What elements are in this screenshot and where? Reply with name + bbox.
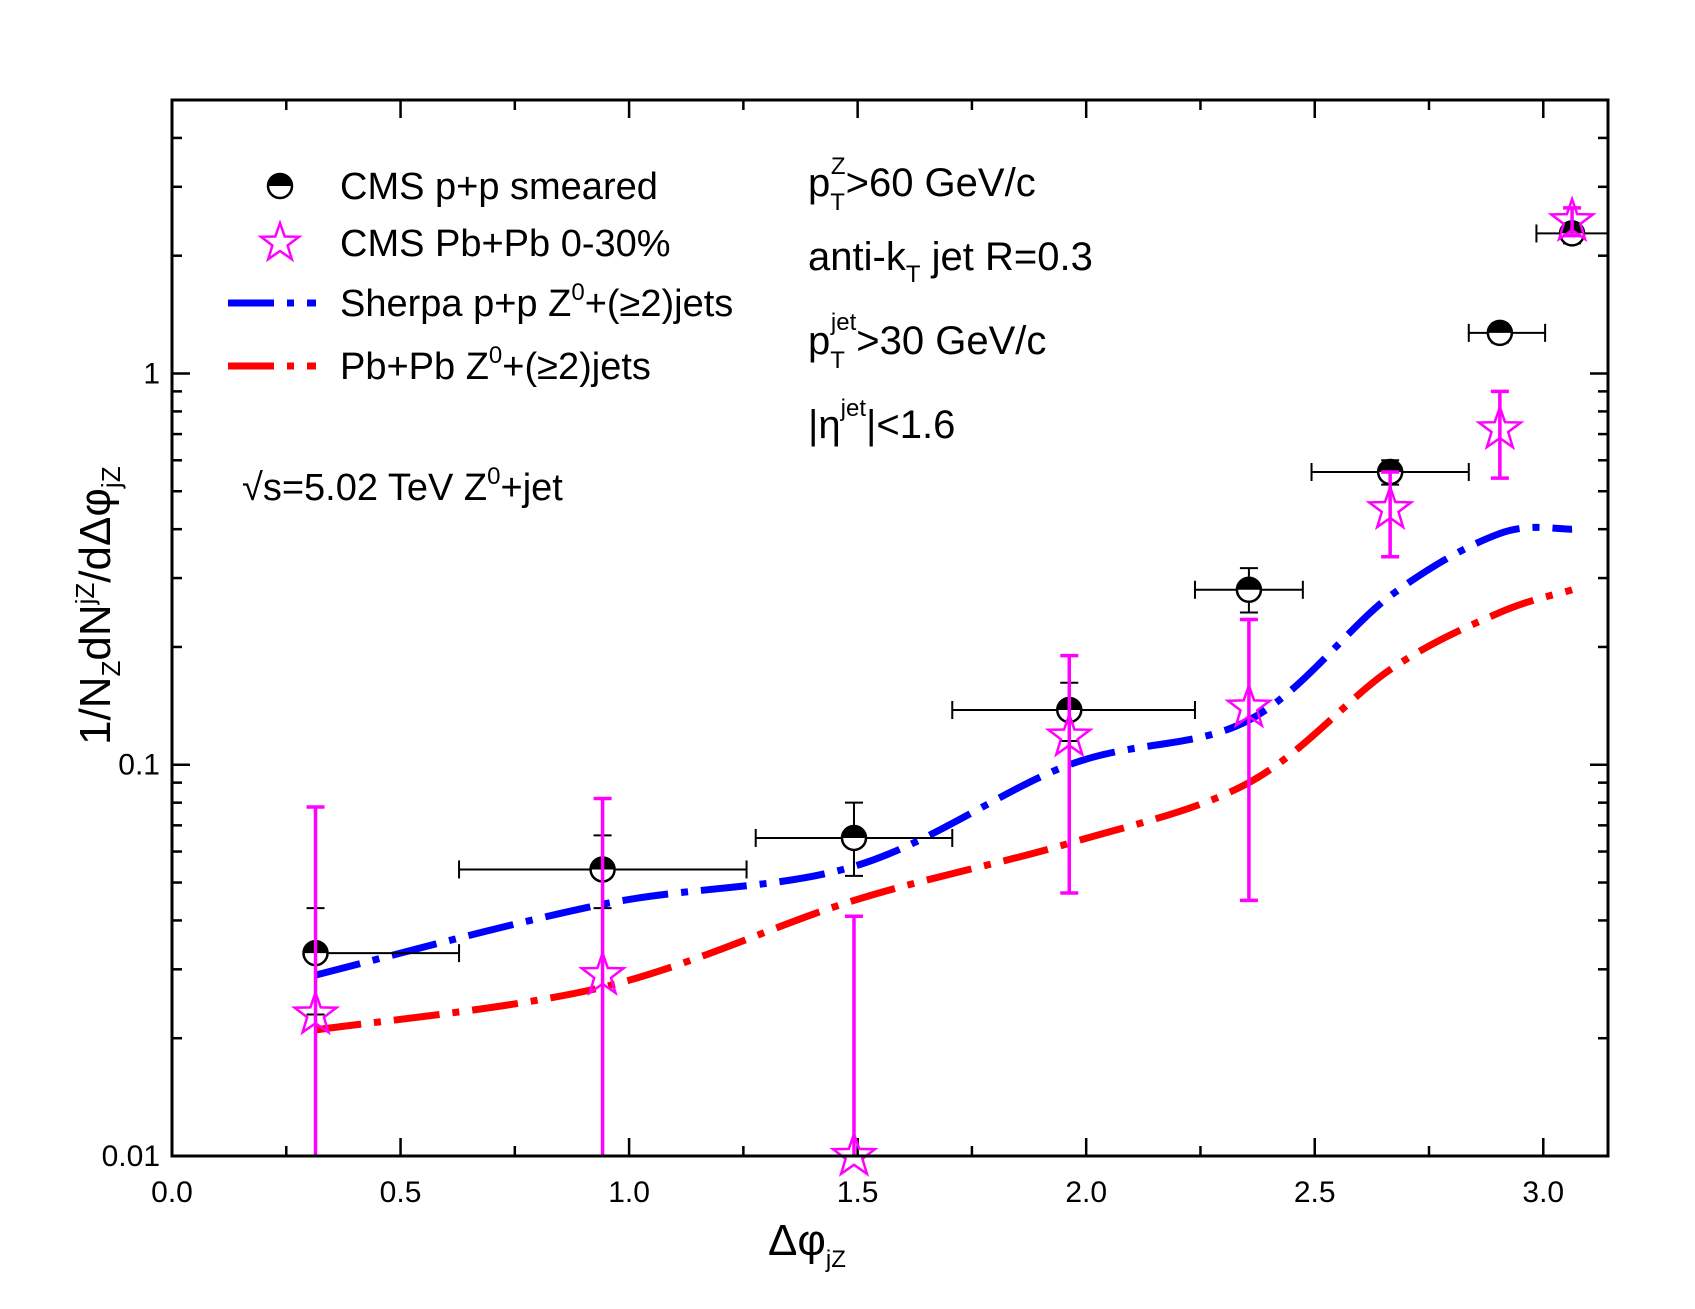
marker-pbpb	[1547, 195, 1597, 243]
y-tick-label: 0.1	[118, 749, 160, 782]
legend: CMS p+p smeared CMS Pb+Pb 0-30% Sherpa p…	[228, 166, 733, 388]
x-tick-label: 2.5	[1294, 1176, 1336, 1209]
plot-frame	[170, 98, 1610, 1158]
data-point	[829, 914, 879, 1177]
data-point	[754, 801, 954, 877]
data-point	[1547, 195, 1597, 243]
data-point	[951, 681, 1196, 742]
series-points	[290, 195, 1610, 1177]
x-tick-label: 0.0	[151, 1176, 193, 1209]
x-tick-label: 2.0	[1065, 1176, 1107, 1209]
marker-pbpb	[1044, 710, 1094, 758]
series-lines	[314, 523, 1574, 1034]
data-point	[1044, 653, 1094, 895]
x-tick-label: 0.5	[380, 1176, 422, 1209]
series-line-3	[315, 586, 1574, 1034]
legend-label-sherpa: Sherpa p+p Z0+(≥2)jets	[340, 279, 733, 325]
data-point	[1467, 319, 1547, 347]
marker-pbpb	[1365, 483, 1415, 531]
data-point	[578, 796, 628, 1156]
series-line-2	[314, 523, 1573, 979]
marker-pbpb	[290, 988, 341, 1036]
y-tick-label: 0.01	[102, 1140, 160, 1173]
marker-pp-fill	[841, 825, 866, 838]
data-point	[1224, 617, 1274, 903]
data-point	[1310, 458, 1470, 486]
x-tick-label: 3.0	[1522, 1176, 1564, 1209]
x-tick-labels: 0.0 0.5 1.0 1.5 2.0 2.5 3.0	[151, 1176, 1564, 1209]
marker-pbpb	[1224, 681, 1274, 729]
y-tick-labels: 0.01 0.1 1	[102, 357, 160, 1173]
annotation-eta: |ηjet|<1.6	[808, 395, 955, 447]
legend-marker-pp	[266, 172, 294, 200]
y-axis-title-s2: jZ	[70, 583, 100, 606]
legend-marker-pbpb	[257, 219, 303, 263]
marker-pbpb	[578, 949, 628, 996]
x-tick-label: 1.5	[837, 1176, 879, 1209]
y-axis-title-s1: Z	[96, 661, 126, 677]
marker-pp-fill	[1487, 320, 1512, 333]
annotation-energy: √s=5.02 TeV Z0+jet	[242, 463, 563, 509]
annotation-pt-jet: pTjet>30 GeV/c	[808, 309, 1046, 374]
x-axis-title-sub: jZ	[825, 1246, 846, 1273]
data-point	[290, 805, 341, 1156]
legend-label-pbpb-model: Pb+Pb Z0+(≥2)jets	[340, 342, 651, 388]
marker-pp-fill	[1378, 460, 1403, 473]
y-axis-title: 1/NZdNjZ/dΔφjZ	[70, 466, 126, 745]
y-axis-title-s3: jZ	[96, 466, 126, 489]
legend-label-pp: CMS p+p smeared	[340, 166, 658, 208]
marker-pbpb	[1475, 403, 1525, 451]
data-point	[1365, 470, 1415, 559]
marker-pp-fill	[1236, 577, 1261, 590]
annotation-pt-z: pTZ>60 GeV/c	[808, 153, 1036, 216]
y-axis-title-p3: /dΔφ	[71, 488, 120, 583]
x-axis-title-main: Δφ	[768, 1216, 826, 1265]
y-axis-title-p2: dN	[71, 604, 120, 660]
x-axis-title: ΔφjZ	[768, 1216, 846, 1273]
y-axis-title-p1: 1/N	[71, 677, 120, 745]
data-point	[1193, 567, 1304, 614]
marker-pbpb	[829, 1130, 879, 1177]
y-tick-label: 1	[143, 357, 160, 390]
data-point	[1475, 389, 1525, 480]
legend-label-pbpb: CMS Pb+Pb 0-30%	[340, 223, 671, 265]
data-point	[302, 907, 461, 1016]
x-tick-label: 1.0	[608, 1176, 650, 1209]
annotation-jet-algorithm: anti-kT jet R=0.3	[808, 235, 1093, 288]
